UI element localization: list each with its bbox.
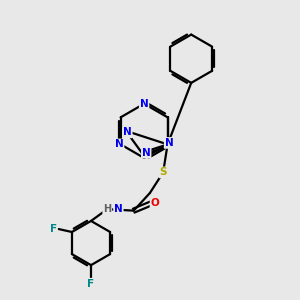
- Text: N: N: [140, 99, 148, 109]
- Text: N: N: [114, 204, 123, 214]
- Text: S: S: [159, 167, 167, 177]
- Text: N: N: [142, 148, 151, 158]
- Text: N: N: [115, 140, 124, 149]
- Text: H: H: [103, 204, 111, 214]
- Text: F: F: [88, 279, 94, 289]
- Text: N: N: [123, 127, 132, 137]
- Text: F: F: [50, 224, 57, 234]
- Text: N: N: [165, 138, 173, 148]
- Text: O: O: [151, 198, 159, 208]
